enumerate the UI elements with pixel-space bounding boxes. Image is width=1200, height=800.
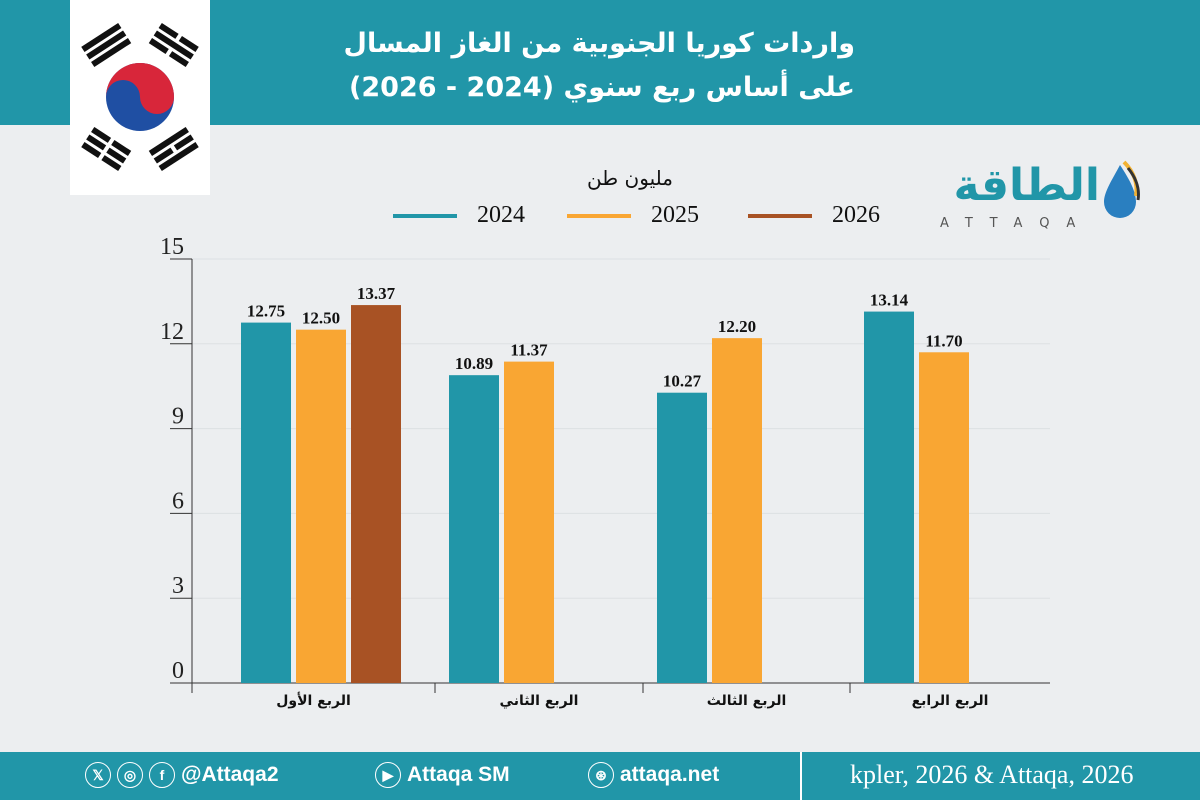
legend-item-2024: 2024 xyxy=(393,202,525,229)
y-tick-label: 15 xyxy=(160,234,184,260)
social-handle[interactable]: @Attaqa2 xyxy=(181,763,279,786)
bar-2025 xyxy=(919,352,969,683)
y-tick-label: 6 xyxy=(172,488,184,514)
website-label: attaqa.net xyxy=(620,763,720,786)
source-text: kpler, 2026 & Attaqa, 2026 xyxy=(850,760,1134,789)
data-label: 12.50 xyxy=(302,309,340,328)
unit-label: مليون طن xyxy=(587,166,673,190)
data-label: 10.27 xyxy=(663,372,702,391)
legend-swatch xyxy=(393,213,457,218)
data-label: 12.20 xyxy=(718,317,756,336)
data-label: 13.14 xyxy=(870,291,909,310)
bar-2024 xyxy=(657,392,707,683)
x-category-label: الربع الثالث xyxy=(707,693,787,709)
social-links: 𝕏 ◎ f @Attaqa2 xyxy=(85,762,279,788)
chart-title: واردات كوريا الجنوبية من الغاز المسال عل… xyxy=(344,22,855,110)
title-line-1: واردات كوريا الجنوبية من الغاز المسال xyxy=(343,28,855,59)
flame-drop-icon xyxy=(1104,160,1140,218)
legend-swatch xyxy=(567,213,631,218)
facebook-icon[interactable]: f xyxy=(149,762,175,788)
y-tick-label: 0 xyxy=(172,658,184,684)
y-tick-label: 3 xyxy=(172,573,184,599)
x-category-label: الربع الثاني xyxy=(500,693,579,709)
legend-swatch xyxy=(748,213,812,218)
youtube-icon: ▶ xyxy=(375,762,401,788)
x-category-label: الربع الأول xyxy=(276,692,351,709)
data-label: 12.75 xyxy=(247,302,285,321)
bar-2025 xyxy=(712,338,762,683)
bar-2025 xyxy=(296,329,346,683)
footer: 𝕏 ◎ f @Attaqa2 ▶ Attaqa SM ⊛ attaqa.net … xyxy=(0,752,1200,800)
bar-2025 xyxy=(504,361,554,683)
x-icon[interactable]: 𝕏 xyxy=(85,762,111,788)
attaqa-logo: الطاقة ATTAQA xyxy=(930,160,1150,240)
title-line-2: على أساس ربع سنوي (2024 - 2026) xyxy=(349,72,855,103)
data-label: 11.70 xyxy=(925,331,962,350)
legend-item-2025: 2025 xyxy=(567,202,699,229)
y-tick-label: 9 xyxy=(172,404,184,430)
data-label: 11.37 xyxy=(510,341,548,360)
youtube-link[interactable]: ▶ Attaqa SM xyxy=(375,762,510,788)
bar-2024 xyxy=(449,375,499,683)
website-link[interactable]: ⊛ attaqa.net xyxy=(588,762,719,788)
bar-2026 xyxy=(351,305,401,683)
data-label: 13.37 xyxy=(357,284,396,303)
bar-2024 xyxy=(864,311,914,683)
legend-label: 2025 xyxy=(651,202,699,228)
legend-item-2026: 2026 xyxy=(748,202,880,229)
youtube-label: Attaqa SM xyxy=(407,763,510,786)
legend-label: 2026 xyxy=(832,202,880,228)
globe-icon: ⊛ xyxy=(588,762,614,788)
bar-2024 xyxy=(241,322,291,683)
x-category-label: الربع الرابع xyxy=(912,693,989,709)
south-korea-flag-icon xyxy=(70,0,210,195)
instagram-icon[interactable]: ◎ xyxy=(117,762,143,788)
footer-divider xyxy=(800,752,802,800)
y-tick-label: 12 xyxy=(160,319,184,345)
data-label: 10.89 xyxy=(455,354,493,373)
legend-label: 2024 xyxy=(477,202,525,228)
